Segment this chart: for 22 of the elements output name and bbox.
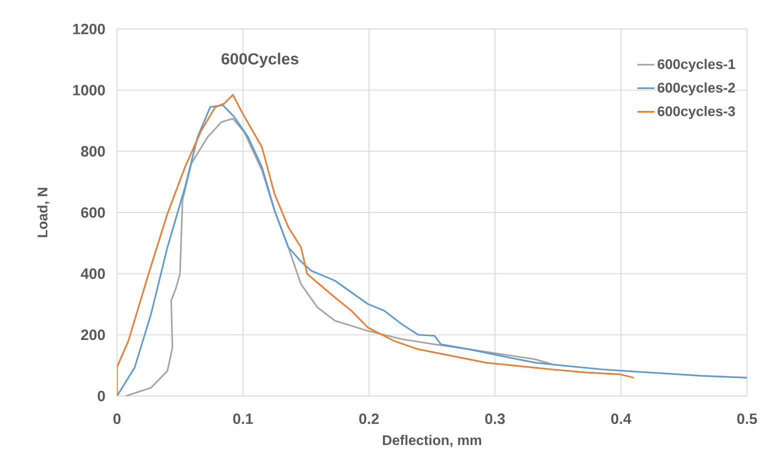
y-tick-label: 800 xyxy=(81,146,105,157)
x-tick-label: 0 xyxy=(113,413,121,424)
y-tick-label: 0 xyxy=(98,390,105,402)
y-tick-label: 400 xyxy=(80,268,105,279)
legend-label: 600cycles-1 xyxy=(658,58,736,72)
y-tick-label: 600 xyxy=(81,207,105,218)
line-series xyxy=(117,104,748,396)
x-axis-title: Deflection, mm xyxy=(382,434,482,448)
legend-label: 600cycles-2 xyxy=(658,82,735,96)
line-series xyxy=(125,118,553,396)
x-tick-label: 0.1 xyxy=(233,413,253,424)
x-tick-label: 0.2 xyxy=(359,413,379,424)
text: 600Cycles xyxy=(222,52,298,68)
y-tick-label: 1000 xyxy=(73,84,105,96)
legend-label: 600cycles-3 xyxy=(658,106,736,119)
y-tick-label: 1200 xyxy=(73,24,105,34)
y-tick-label: 200 xyxy=(81,330,105,340)
x-tick-label: 0.3 xyxy=(485,413,505,424)
line-series xyxy=(117,94,634,396)
y-axis-title: Load, N xyxy=(37,188,50,238)
x-tick-label: 0.4 xyxy=(611,413,632,424)
x-tick-label: 0.5 xyxy=(737,413,757,424)
